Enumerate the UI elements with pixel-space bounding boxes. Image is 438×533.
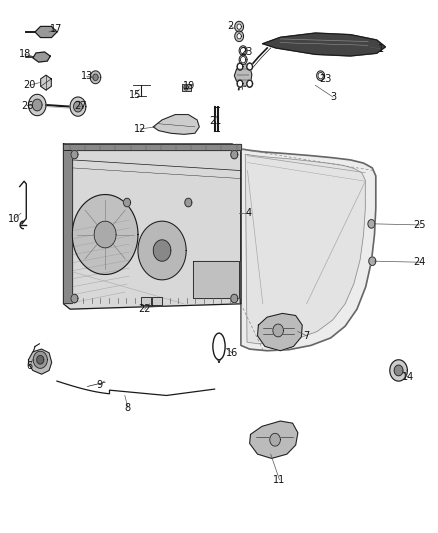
- Text: 11: 11: [273, 475, 286, 484]
- Text: 26: 26: [21, 101, 33, 110]
- Polygon shape: [239, 55, 247, 64]
- Text: 9: 9: [97, 380, 103, 390]
- Polygon shape: [237, 80, 243, 87]
- Polygon shape: [64, 144, 241, 309]
- Polygon shape: [138, 221, 186, 280]
- Polygon shape: [74, 101, 82, 112]
- Text: 14: 14: [402, 373, 414, 382]
- Polygon shape: [245, 155, 365, 344]
- Polygon shape: [70, 97, 86, 116]
- Text: 17: 17: [50, 25, 62, 34]
- Ellipse shape: [213, 333, 225, 360]
- Text: 19: 19: [183, 82, 195, 91]
- Text: 6: 6: [27, 361, 33, 371]
- Polygon shape: [237, 24, 241, 29]
- Text: 15: 15: [129, 90, 141, 100]
- Polygon shape: [35, 27, 57, 37]
- Text: 10: 10: [8, 214, 21, 223]
- Polygon shape: [237, 63, 243, 70]
- Text: 24: 24: [413, 257, 426, 267]
- Polygon shape: [231, 294, 238, 303]
- Polygon shape: [231, 150, 238, 159]
- Text: 21: 21: [209, 116, 222, 126]
- Text: 20: 20: [24, 80, 36, 90]
- Text: 8: 8: [125, 403, 131, 413]
- Text: 23: 23: [240, 47, 252, 57]
- Polygon shape: [270, 433, 280, 446]
- Polygon shape: [250, 421, 298, 458]
- Polygon shape: [237, 80, 243, 87]
- Polygon shape: [182, 84, 191, 91]
- Polygon shape: [184, 85, 188, 90]
- Text: 4: 4: [246, 208, 252, 218]
- Polygon shape: [28, 94, 46, 116]
- Polygon shape: [33, 52, 50, 62]
- Polygon shape: [235, 31, 244, 42]
- Polygon shape: [185, 198, 192, 207]
- Polygon shape: [193, 261, 239, 298]
- Text: 25: 25: [413, 220, 426, 230]
- Polygon shape: [247, 80, 253, 87]
- Polygon shape: [124, 198, 131, 207]
- Text: 16: 16: [226, 348, 238, 358]
- Text: 2: 2: [227, 21, 233, 30]
- Polygon shape: [258, 313, 302, 351]
- Polygon shape: [71, 294, 78, 303]
- Polygon shape: [390, 360, 407, 381]
- Polygon shape: [152, 297, 162, 305]
- Text: 1: 1: [378, 44, 384, 54]
- Polygon shape: [273, 324, 283, 337]
- Text: 18: 18: [19, 50, 32, 59]
- Polygon shape: [237, 63, 243, 70]
- Polygon shape: [72, 195, 138, 274]
- Text: 23: 23: [319, 74, 331, 84]
- Polygon shape: [71, 150, 78, 159]
- Polygon shape: [33, 351, 47, 368]
- Polygon shape: [263, 33, 385, 56]
- Polygon shape: [234, 64, 252, 86]
- Text: 3: 3: [330, 92, 336, 102]
- Polygon shape: [317, 71, 325, 80]
- Polygon shape: [235, 21, 244, 32]
- Polygon shape: [368, 220, 375, 228]
- Polygon shape: [247, 63, 252, 70]
- Polygon shape: [93, 74, 98, 80]
- Polygon shape: [247, 63, 253, 70]
- Polygon shape: [94, 221, 116, 248]
- Polygon shape: [141, 297, 151, 305]
- Polygon shape: [318, 72, 323, 79]
- Polygon shape: [37, 356, 44, 364]
- Text: 12: 12: [134, 124, 146, 134]
- Polygon shape: [240, 56, 246, 63]
- Text: 22: 22: [138, 304, 151, 314]
- Text: 7: 7: [304, 331, 310, 341]
- Polygon shape: [369, 257, 376, 265]
- Polygon shape: [239, 46, 247, 55]
- Polygon shape: [41, 75, 51, 90]
- Polygon shape: [153, 240, 171, 261]
- Polygon shape: [237, 34, 241, 39]
- Polygon shape: [247, 80, 252, 87]
- Polygon shape: [28, 349, 52, 374]
- Text: 13: 13: [81, 71, 93, 81]
- Polygon shape: [64, 150, 72, 303]
- Polygon shape: [32, 99, 42, 111]
- Polygon shape: [90, 71, 101, 84]
- Polygon shape: [153, 115, 199, 134]
- Polygon shape: [394, 365, 403, 376]
- Polygon shape: [240, 47, 246, 54]
- Polygon shape: [64, 144, 241, 150]
- Text: 27: 27: [74, 101, 86, 110]
- Polygon shape: [241, 149, 376, 351]
